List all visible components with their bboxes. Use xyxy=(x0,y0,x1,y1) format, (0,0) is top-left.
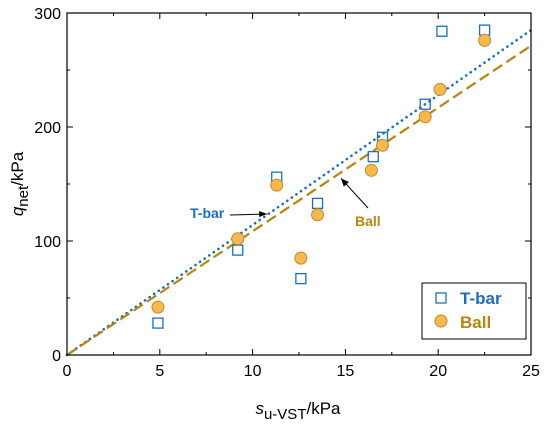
legend-marker-tbar xyxy=(435,292,447,304)
x-tick-label: 10 xyxy=(244,363,262,380)
legend-box xyxy=(421,282,527,340)
y-axis-title-sub: net xyxy=(15,185,32,207)
tbar-point xyxy=(436,25,448,37)
legend-item-tbar: T-bar xyxy=(435,289,502,308)
fit-line-ball xyxy=(66,44,532,356)
ball-point xyxy=(418,110,432,124)
y-axis-title: qnet/kPa xyxy=(8,151,32,216)
x-tick-label: 25 xyxy=(522,363,540,380)
legend-marker-ball xyxy=(434,314,448,328)
fit-line-tbar xyxy=(65,28,533,357)
annotation-ball-label: Ball xyxy=(355,213,381,229)
x-tick-label: 5 xyxy=(155,363,164,380)
ball-point xyxy=(311,208,325,222)
x-tick-label: 20 xyxy=(429,363,447,380)
tbar-point xyxy=(478,24,491,36)
fit-lines xyxy=(65,28,533,357)
legend-label-tbar: T-bar xyxy=(460,289,502,308)
legend-label-ball: Ball xyxy=(460,313,491,332)
x-axis-title-unit: /kPa xyxy=(306,399,341,418)
x-axis-title-main: s xyxy=(255,399,264,418)
tbar-point xyxy=(311,197,324,210)
ball-point xyxy=(270,178,284,192)
y-tick-label: 100 xyxy=(34,234,61,251)
tbar-point xyxy=(419,98,431,110)
annotations: T-bar Ball xyxy=(190,178,381,229)
y-tick-label: 0 xyxy=(52,348,61,365)
ball-point xyxy=(433,82,447,96)
ball-point xyxy=(151,300,165,314)
x-axis-title: su-VST/kPa xyxy=(255,399,341,423)
x-tick-label: 15 xyxy=(337,363,355,380)
tbar-point xyxy=(232,244,244,256)
tbar-point xyxy=(295,272,307,285)
legend: T-bar Ball xyxy=(421,282,527,340)
axis-ticks: 0 5 10 15 20 25 0 100 200 300 xyxy=(34,6,540,380)
legend-item-ball: Ball xyxy=(434,313,491,332)
ball-point xyxy=(294,251,308,265)
ball-point xyxy=(376,138,390,152)
x-axis-title-sub: u-VST xyxy=(264,406,307,423)
ball-point xyxy=(231,232,245,246)
data-markers xyxy=(151,24,492,329)
y-tick-label: 300 xyxy=(34,6,61,23)
tbar-point xyxy=(367,150,379,163)
y-axis-title-unit: /kPa xyxy=(8,151,27,186)
annotation-tbar-arrowhead xyxy=(259,211,268,218)
ball-point xyxy=(364,163,378,177)
y-axis-title-main: q xyxy=(8,206,27,216)
annotation-ball-arrowhead xyxy=(340,178,349,187)
x-tick-label: 0 xyxy=(63,363,72,380)
annotation-tbar-label: T-bar xyxy=(190,205,225,221)
tbar-point xyxy=(152,317,164,329)
ball-point xyxy=(478,33,492,47)
y-tick-label: 200 xyxy=(34,120,61,137)
